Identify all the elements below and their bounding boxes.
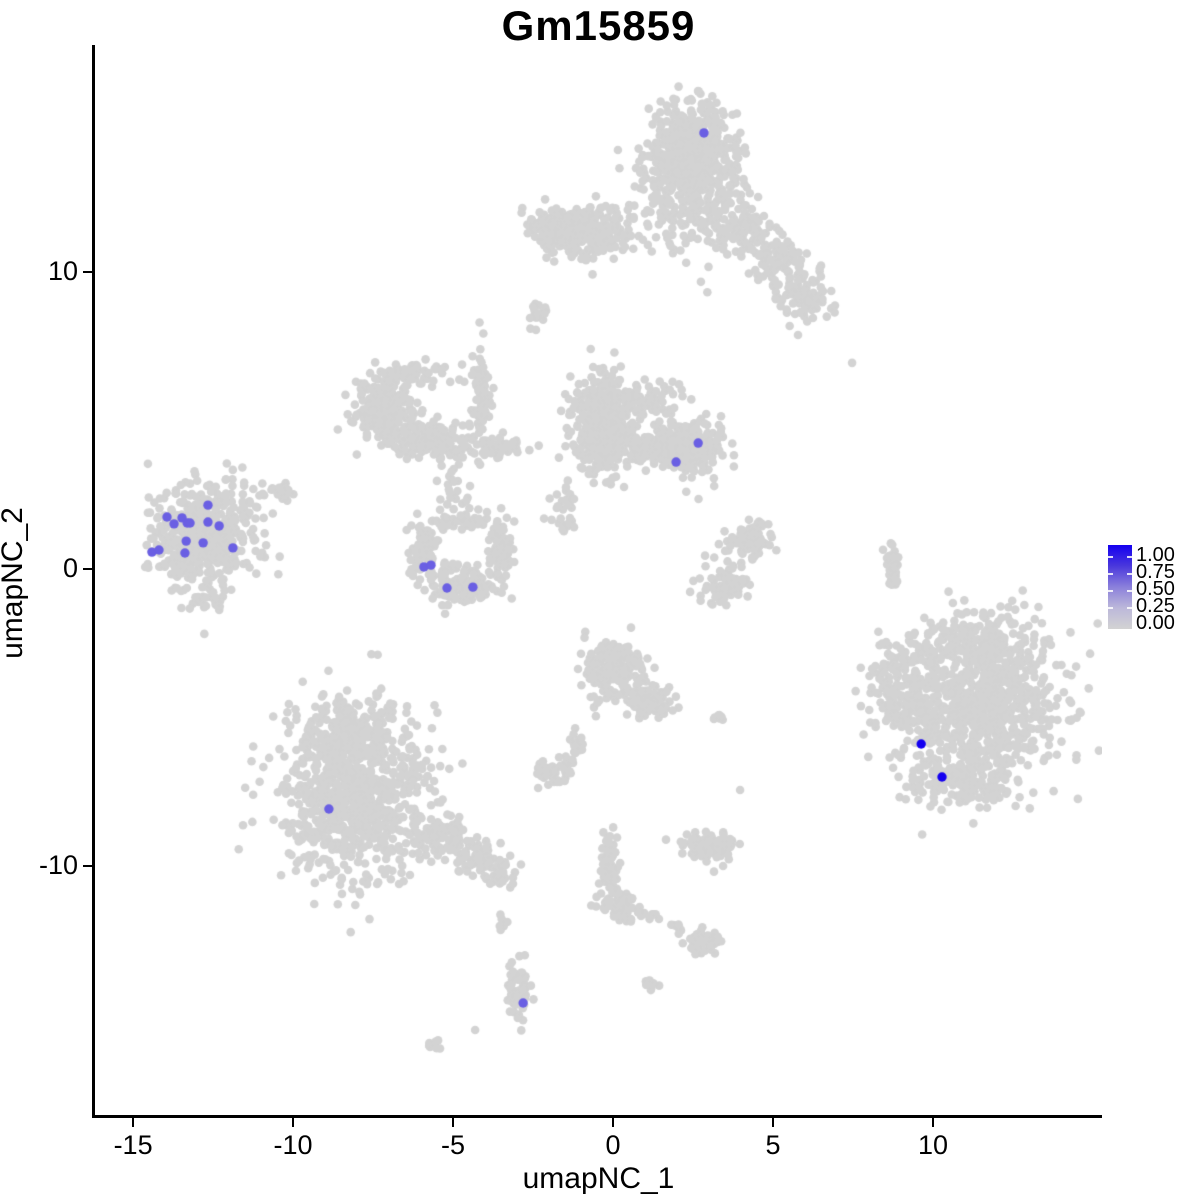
x-tick-mark — [452, 1118, 455, 1127]
colorbar-tick — [1108, 556, 1113, 558]
x-tick-mark — [772, 1118, 775, 1127]
colorbar-tick — [1127, 573, 1132, 575]
colorbar-label: 1.00 — [1136, 544, 1175, 566]
colorbar-label: 0.25 — [1136, 595, 1175, 617]
x-tick-label: -5 — [441, 1130, 466, 1160]
colorbar-tick — [1127, 556, 1132, 558]
colorbar-tick — [1108, 590, 1113, 592]
chart-title: Gm15859 — [501, 2, 696, 49]
x-tick-mark — [132, 1118, 135, 1127]
x-tick-label: -15 — [113, 1130, 153, 1160]
x-tick-label: -10 — [273, 1130, 313, 1160]
plot-panel — [95, 45, 1102, 1115]
colorbar-tick — [1127, 607, 1132, 609]
x-tick-mark — [932, 1118, 935, 1127]
colorbar-label: 0.50 — [1136, 578, 1175, 600]
y-axis-title: umapNC_2 — [0, 507, 29, 659]
y-tick-label: 0 — [62, 553, 78, 583]
umap-scatter-canvas — [95, 45, 1102, 1115]
x-axis-title: umapNC_1 — [522, 1162, 675, 1195]
y-tick-mark — [83, 270, 92, 273]
x-tick-mark — [292, 1118, 295, 1127]
colorbar-label: 0.75 — [1136, 561, 1175, 583]
y-tick-label: -10 — [38, 850, 78, 881]
colorbar-label: 0.00 — [1136, 612, 1175, 634]
colorbar-tick — [1108, 607, 1113, 609]
x-tick-label: 10 — [918, 1130, 949, 1160]
x-tick-label: 0 — [605, 1130, 621, 1160]
y-tick-mark — [83, 865, 92, 868]
x-tick-label: 5 — [765, 1130, 781, 1160]
y-tick-label: 10 — [47, 255, 78, 286]
colorbar-gradient — [1108, 545, 1132, 629]
y-axis-line — [92, 45, 95, 1118]
y-tick-mark — [83, 568, 92, 570]
colorbar-tick — [1127, 590, 1132, 592]
x-tick-mark — [612, 1118, 615, 1127]
x-axis-line — [92, 1115, 1102, 1118]
colorbar-tick — [1108, 573, 1113, 575]
